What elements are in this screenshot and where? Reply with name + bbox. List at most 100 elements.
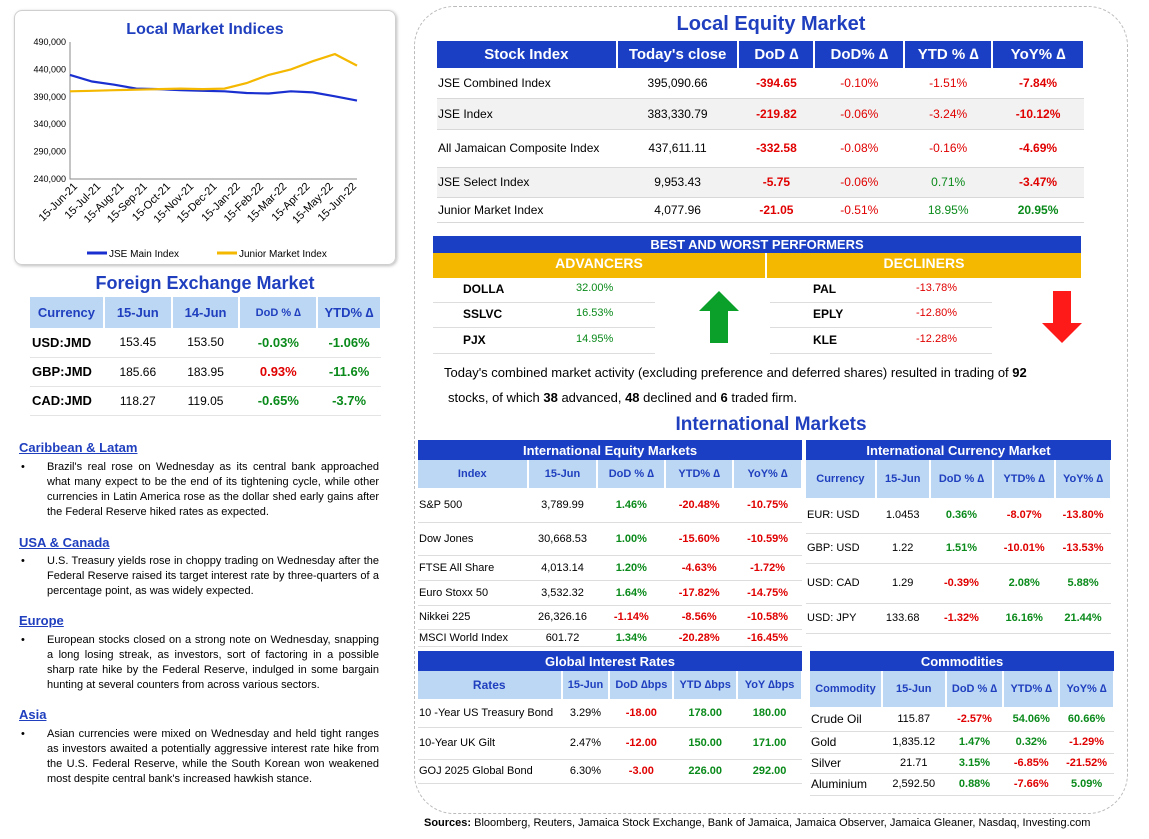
equity-header-dod: DoD ∆: [738, 41, 816, 68]
rates-cell-ytd: 226.00: [673, 759, 738, 784]
series-line-0: [69, 73, 358, 102]
equity-cell-yoy: -10.12%: [992, 98, 1084, 130]
equity-cell-close: 4,077.96: [616, 197, 739, 223]
intl-currency-cell-yoy: -13.80%: [1055, 498, 1111, 534]
decliners-ticker: PAL: [813, 282, 837, 296]
equity-cell-index: Junior Market Index: [437, 197, 617, 223]
intl-currency-table: International Currency Market Currency 1…: [806, 440, 1112, 634]
intl-equity-cell-ytd: -20.48%: [665, 488, 734, 523]
y-tick-label: 290,000: [33, 147, 66, 157]
intl-equity-cell-label: S&P 500: [418, 488, 528, 523]
intl-currency-cell-dod: 1.51%: [929, 533, 994, 564]
equity-cell-dodp: -0.10%: [814, 68, 905, 99]
summary-text-5: traded firm.: [727, 390, 798, 405]
sources-text: Bloomberg, Reuters, Jamaica Stock Exchan…: [471, 817, 1091, 829]
equity-row: JSE Select Index 9,953.43 -5.75 -0.06% 0.71%…: [437, 167, 1084, 198]
summary-total: 92: [1012, 365, 1027, 380]
intl-equity-cell-label: Euro Stoxx 50: [418, 580, 528, 606]
intl-equity-row: Euro Stoxx 50 3,532.32 1.64% -17.82% -14.75%: [418, 580, 802, 606]
equity-row: All Jamaican Composite Index 437,611.11 -3…: [437, 129, 1084, 168]
equity-cell-yoy: -7.84%: [992, 68, 1084, 99]
intl-currency-header-yoy: YoY% ∆: [1055, 460, 1112, 498]
fx-cell-date2: 153.50: [171, 328, 240, 358]
fx-cell-date2: 119.05: [171, 386, 240, 416]
intl-equity-cell-label: Nikkei 225: [418, 605, 528, 630]
rates-cell-yoy: 180.00: [737, 699, 802, 728]
commodities-title: Commodities: [810, 651, 1114, 671]
intl-currency-cell-value: 1.22: [875, 533, 930, 564]
news-heading-caribbean: Caribbean & Latam: [19, 440, 138, 455]
rates-cell-label: GOJ 2025 Global Bond: [418, 759, 562, 784]
commodities-cell-ytd: -6.85%: [1003, 753, 1060, 774]
commodities-header-commodity: Commodity: [810, 671, 883, 707]
intl-equity-cell-yoy: -10.58%: [733, 605, 802, 630]
summary-firm: 6: [720, 390, 728, 405]
commodities-cell-dod: -2.57%: [945, 707, 1004, 732]
rates-cell-yoy: 292.00: [737, 759, 802, 784]
news-item-caribbean: • Brazil's real rose on Wednesday as its …: [21, 461, 379, 518]
intl-equity-cell-ytd: -20.28%: [665, 629, 734, 647]
equity-header-ytd: YTD % ∆: [904, 41, 994, 68]
intl-equity-cell-yoy: -10.59%: [733, 522, 802, 556]
commodities-row: Aluminium 2,592.50 0.88% -7.66% 5.09%: [810, 773, 1114, 796]
intl-equity-title: International Equity Markets: [418, 440, 802, 460]
chart-axes: [69, 42, 357, 180]
rates-header-dod: DoD ∆bps: [609, 671, 675, 699]
advancers-row: DOLLA 32.00%: [433, 277, 655, 303]
rates-header-date: 15-Jun: [561, 671, 611, 699]
advancers-ticker: PJX: [463, 333, 486, 347]
market-summary: Today's combined market activity (exclud…: [444, 360, 1084, 410]
news-item-europe: • European stocks closed on a strong note…: [21, 634, 379, 691]
y-tick-label: 390,000: [33, 92, 66, 102]
intl-currency-row: GBP: USD 1.22 1.51% -10.01% -13.53%: [806, 533, 1111, 564]
intl-currency-title-row: International Currency Market: [806, 440, 1111, 460]
index-chart-panel: Local Market Indices 490,000 440,000 390,0…: [14, 10, 396, 265]
intl-equity-cell-dod: 1.64%: [597, 580, 666, 606]
rates-cell-dod: -3.00: [609, 759, 674, 784]
intl-currency-cell-yoy: 5.88%: [1055, 563, 1111, 604]
intl-equity-cell-dod: 1.20%: [597, 555, 666, 581]
rates-cell-label: 10 -Year US Treasury Bond: [418, 699, 562, 728]
intl-currency-cell-dod: -1.32%: [929, 603, 994, 634]
fx-cell-date1: 118.27: [103, 386, 172, 416]
news-heading-usa: USA & Canada: [19, 535, 110, 550]
commodities-cell-yoy: -21.52%: [1059, 753, 1114, 774]
advancers-ticker: SSLVC: [463, 307, 503, 321]
rates-header-ytd: YTD ∆bps: [673, 671, 739, 699]
intl-currency-cell-dod: -0.39%: [929, 563, 994, 604]
commodities-cell-label: Aluminium: [810, 773, 882, 796]
intl-equity-row: FTSE All Share 4,013.14 1.20% -4.63% -1.72%: [418, 555, 802, 581]
commodities-cell-ytd: 54.06%: [1003, 707, 1060, 732]
equity-cell-dod: -394.65: [738, 68, 815, 99]
intl-currency-header-dod: DoD % ∆: [929, 460, 995, 498]
commodities-cell-value: 21.71: [881, 753, 946, 774]
intl-equity-cell-dod: 1.00%: [597, 522, 666, 556]
equity-cell-yoy: -4.69%: [992, 129, 1084, 168]
equity-cell-close: 9,953.43: [616, 167, 739, 198]
advancers-label: ADVANCERS: [433, 253, 765, 278]
advancers-ticker: DOLLA: [463, 282, 505, 296]
fx-cell-date2: 183.95: [171, 357, 240, 387]
news-text-europe: European stocks closed on a strong note …: [47, 634, 379, 691]
news-heading-asia: Asia: [19, 707, 47, 722]
summary-text-4: declined and: [639, 390, 721, 405]
intl-currency-cell-label: USD: JPY: [806, 603, 876, 634]
intl-equity-cell-yoy: -16.45%: [733, 629, 802, 647]
performers-title: BEST AND WORST PERFORMERS: [433, 236, 1081, 253]
intl-currency-row: EUR: USD 1.0453 0.36% -8.07% -13.80%: [806, 498, 1111, 534]
commodities-cell-ytd: -7.66%: [1003, 773, 1060, 796]
decliners-down-arrow-icon: [1042, 291, 1082, 343]
equity-cell-index: All Jamaican Composite Index: [437, 129, 617, 168]
intl-equity-row: Nikkei 225 26,326.16 -1.14% -8.56% -10.58%: [418, 605, 802, 630]
rates-cell-ytd: 178.00: [673, 699, 738, 728]
legend-label: JSE Main Index: [109, 249, 179, 260]
intl-currency-cell-value: 1.29: [875, 563, 930, 604]
news-item-usa: • U.S. Treasury yields rose in choppy tra…: [21, 555, 379, 597]
intl-equity-table: International Equity Markets Index 15-Ju…: [418, 440, 803, 647]
advancers-row: PJX 14.95%: [433, 328, 655, 354]
equity-cell-close: 437,611.11: [616, 129, 739, 168]
intl-currency-cell-value: 1.0453: [875, 498, 930, 534]
y-tick-label: 490,000: [33, 37, 66, 47]
y-tick-label: 340,000: [33, 119, 66, 129]
fx-cell-currency: CAD:JMD: [30, 386, 104, 416]
